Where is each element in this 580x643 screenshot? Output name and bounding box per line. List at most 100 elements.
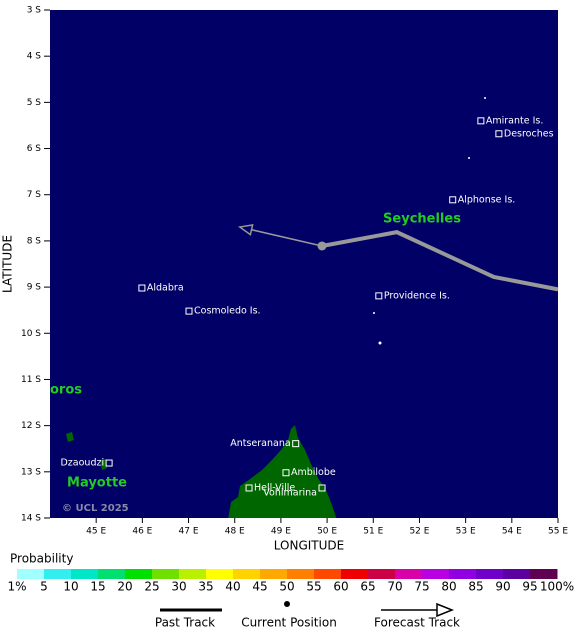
island: [468, 157, 470, 159]
probability-label: 100%: [540, 580, 574, 594]
island: [378, 341, 382, 345]
probability-label: 35: [198, 580, 213, 594]
past-track: [321, 230, 559, 292]
probability-swatch: [98, 569, 126, 579]
madagascar: [228, 425, 337, 518]
probability-label: 85: [468, 580, 483, 594]
y-tick-label: 8 S: [27, 236, 42, 246]
place-marker: [185, 307, 193, 315]
probability-label: 45: [252, 580, 267, 594]
probability-swatch: [530, 569, 558, 579]
probability-swatch: [395, 569, 423, 579]
y-tick-label: 5 S: [27, 98, 42, 108]
probability-swatch: [44, 569, 72, 579]
place-marker: [105, 459, 113, 467]
probability-label: 5: [40, 580, 48, 594]
place-marker: [282, 469, 290, 477]
current-position-label: Current Position: [241, 616, 337, 630]
place-marker: [245, 484, 253, 492]
forecast-arrow-key: [436, 602, 455, 618]
probability-label: 10: [63, 580, 78, 594]
place-label: Hell-Ville: [254, 482, 295, 493]
x-tick-label: 46 E: [132, 527, 152, 537]
place-label: Providence Is.: [384, 290, 450, 301]
probability-label: 60: [333, 580, 348, 594]
current-position: [317, 241, 327, 251]
current-position-key: [284, 601, 290, 607]
y-tick-label: 13 S: [21, 467, 41, 477]
land: [66, 97, 486, 518]
probability-label: 25: [144, 580, 159, 594]
place-label: Ambilobe: [291, 467, 336, 478]
y-tick-label: 7 S: [27, 190, 42, 200]
island: [100, 459, 107, 470]
x-tick-label: 51 E: [363, 527, 383, 537]
probability-swatch: [476, 569, 504, 579]
x-tick-label: 45 E: [86, 527, 106, 537]
y-tick-label: 14 S: [21, 514, 41, 524]
probability-label: 55: [306, 580, 321, 594]
probability-swatch: [260, 569, 288, 579]
place-marker: [477, 117, 485, 125]
place-marker: [375, 292, 383, 300]
probability-swatch: [341, 569, 369, 579]
probability-swatch: [422, 569, 450, 579]
place-label: Alphonse Is.: [458, 194, 516, 205]
y-tick-label: 10 S: [21, 329, 41, 339]
y-tick-label: 3 S: [27, 6, 42, 16]
island: [373, 312, 375, 314]
island: [66, 432, 74, 442]
probability-swatch: [71, 569, 99, 579]
place-label: Aldabra: [147, 283, 184, 294]
probability-label: 50: [279, 580, 294, 594]
place-label: Amirante Is.: [486, 115, 544, 126]
island: [484, 97, 486, 99]
y-tick-label: 9 S: [27, 283, 42, 293]
region-label: oros: [50, 383, 82, 398]
place-label: Dzaoudzi: [60, 458, 104, 469]
forecast-track-label: Forecast Track: [374, 616, 460, 630]
forecast-arrowhead: [237, 223, 254, 236]
y-tick-label: 12 S: [21, 421, 41, 431]
past-track-label: Past Track: [155, 616, 215, 630]
place-label: Desroches: [504, 128, 554, 139]
y-tick-label: 11 S: [21, 375, 41, 385]
probability-label: 80: [441, 580, 456, 594]
probability-label: 15: [90, 580, 105, 594]
probability-swatch: [179, 569, 207, 579]
place-marker: [495, 130, 503, 138]
x-tick-label: 55 E: [548, 527, 568, 537]
place-marker: [138, 284, 146, 292]
probability-swatch: [287, 569, 315, 579]
probability-label: 75: [414, 580, 429, 594]
x-tick-label: 50 E: [317, 527, 337, 537]
probability-label: 65: [360, 580, 375, 594]
legend-title: Probability: [10, 552, 73, 566]
probability-label: 90: [495, 580, 510, 594]
probability-swatch: [17, 569, 45, 579]
x-axis-label: LONGITUDE: [274, 539, 344, 553]
probability-swatch: [503, 569, 531, 579]
probability-swatch: [368, 569, 396, 579]
place-label: Vohimarina: [263, 487, 317, 498]
probability-label: 1%: [7, 580, 26, 594]
x-tick-label: 54 E: [502, 527, 522, 537]
x-tick-label: 52 E: [409, 527, 429, 537]
probability-label: 70: [387, 580, 402, 594]
x-tick-label: 53 E: [456, 527, 476, 537]
probability-swatch: [152, 569, 180, 579]
place-marker: [449, 196, 457, 204]
place-label: Antseranana: [230, 438, 290, 449]
y-axis-label: LATITUDE: [1, 235, 15, 293]
place-marker: [292, 440, 300, 448]
y-tick-label: 4 S: [27, 52, 42, 62]
copyright: © UCL 2025: [62, 503, 129, 514]
region-label: Seychelles: [383, 212, 461, 227]
y-tick-label: 6 S: [27, 144, 42, 154]
place-label: Cosmoledo Is.: [194, 306, 261, 317]
probability-swatch: [125, 569, 153, 579]
probability-swatch: [206, 569, 234, 579]
region-label: Mayotte: [67, 476, 127, 491]
place-marker: [318, 484, 326, 492]
